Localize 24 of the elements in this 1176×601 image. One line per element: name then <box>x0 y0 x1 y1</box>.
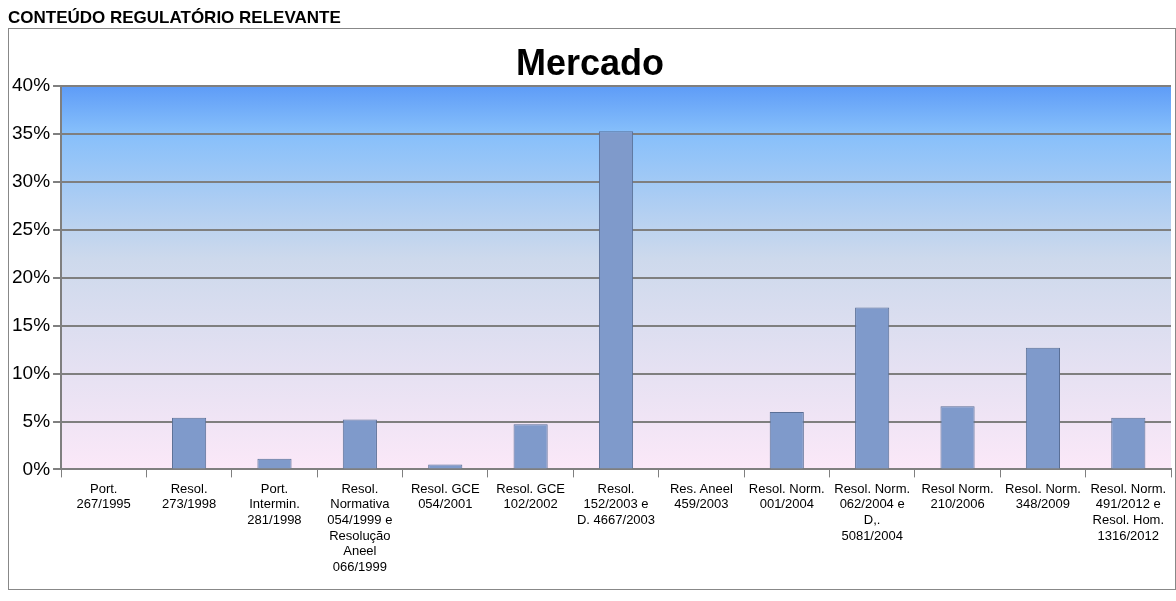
y-tick-label: 40% <box>12 74 51 96</box>
x-tick-label: Resol. Norm. 001/2004 <box>748 480 825 512</box>
x-tick-label: Resol Norm. 210/2006 <box>921 480 994 512</box>
x-tick-label: Resol. 152/2003 e D. 4667/2003 <box>576 480 656 527</box>
x-tick-label: Res. Aneel 459/2003 <box>669 480 733 512</box>
y-tick-label: 35% <box>12 122 51 144</box>
chart-title: Mercado <box>515 41 665 83</box>
y-tick-label: 30% <box>12 170 51 192</box>
x-tick-label: Resol. Norm. 062/2004 e D,. 5081/2004 <box>834 480 911 543</box>
x-tick-label: Resol. Normativa 054/1999 e Resolução Aneel 066/1999 <box>327 480 393 574</box>
x-tick-label: Resol. Norm. 491/2012 e Resol. Hom. 1316/2012 <box>1090 480 1167 543</box>
text: CONTEÚDO REGULATÓRIO RELEVANTE <box>8 8 342 28</box>
y-tick-label: 20% <box>12 266 51 288</box>
x-tick-label: Resol. GCE 054/2001 <box>410 480 480 512</box>
y-tick-label: 0% <box>22 457 51 479</box>
x-tick-label: Resol. Norm. 348/2009 <box>1005 480 1081 512</box>
x-tick-label: Resol. 273/1998 <box>161 480 217 512</box>
x-tick-label: Port. Intermin. 281/1998 <box>247 480 302 527</box>
y-tick-label: 25% <box>12 218 51 240</box>
y-tick-label: 10% <box>12 361 51 383</box>
y-tick-label: 15% <box>12 313 51 335</box>
x-tick-label: Port. 267/1995 <box>76 480 131 512</box>
y-tick-label: 5% <box>22 409 51 431</box>
x-tick-label: Resol. GCE 102/2002 <box>496 480 566 512</box>
